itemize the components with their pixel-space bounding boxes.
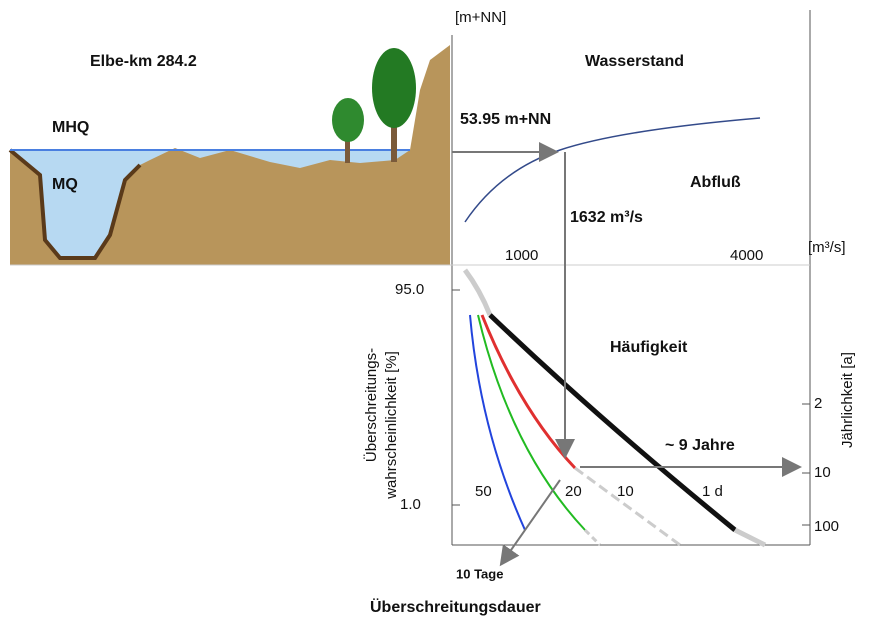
curve-label: 10 — [617, 483, 634, 500]
tick-label: 4000 — [730, 247, 763, 264]
curve-label: 20 — [565, 483, 582, 500]
cross-section — [10, 45, 450, 265]
tick-label: 100 — [814, 518, 839, 535]
location: Elbe-km 284.2 — [90, 53, 197, 70]
axis-label: Überschreitungs- — [362, 348, 380, 462]
tick-label: 95.0 — [395, 281, 424, 298]
tick-label: 2 — [814, 395, 822, 412]
label: MQ — [52, 176, 78, 193]
label: ~ 9 Jahre — [665, 437, 735, 454]
diagram: [m+NN] Elbe-km 284.2 Wasserstand MHQ MQ … — [0, 0, 869, 626]
tick-label: 1000 — [505, 247, 538, 264]
unit: [m³/s] — [808, 239, 846, 256]
label: Häufigkeit — [610, 339, 688, 356]
tick-label: 1.0 — [400, 496, 421, 513]
curve-label: 1 d — [702, 483, 723, 500]
tick-label: 10 — [814, 464, 831, 481]
duration-curves — [465, 270, 765, 545]
curve-label: 50 — [475, 483, 492, 500]
unit: [m+NN] — [455, 9, 506, 26]
axis-label: Überschreitungsdauer — [370, 597, 541, 616]
axis-label: wahrscheinlichkeit [%] — [383, 351, 400, 500]
label: 10 Tage — [456, 566, 503, 581]
label: Abfluß — [690, 174, 741, 191]
rating-curve — [465, 118, 760, 222]
label: MHQ — [52, 119, 89, 136]
label: 1632 m³/s — [570, 209, 643, 226]
axis-label: Jährlichkeit [a] — [839, 352, 856, 448]
label: Wasserstand — [585, 53, 684, 70]
label: 53.95 m+NN — [460, 111, 551, 128]
